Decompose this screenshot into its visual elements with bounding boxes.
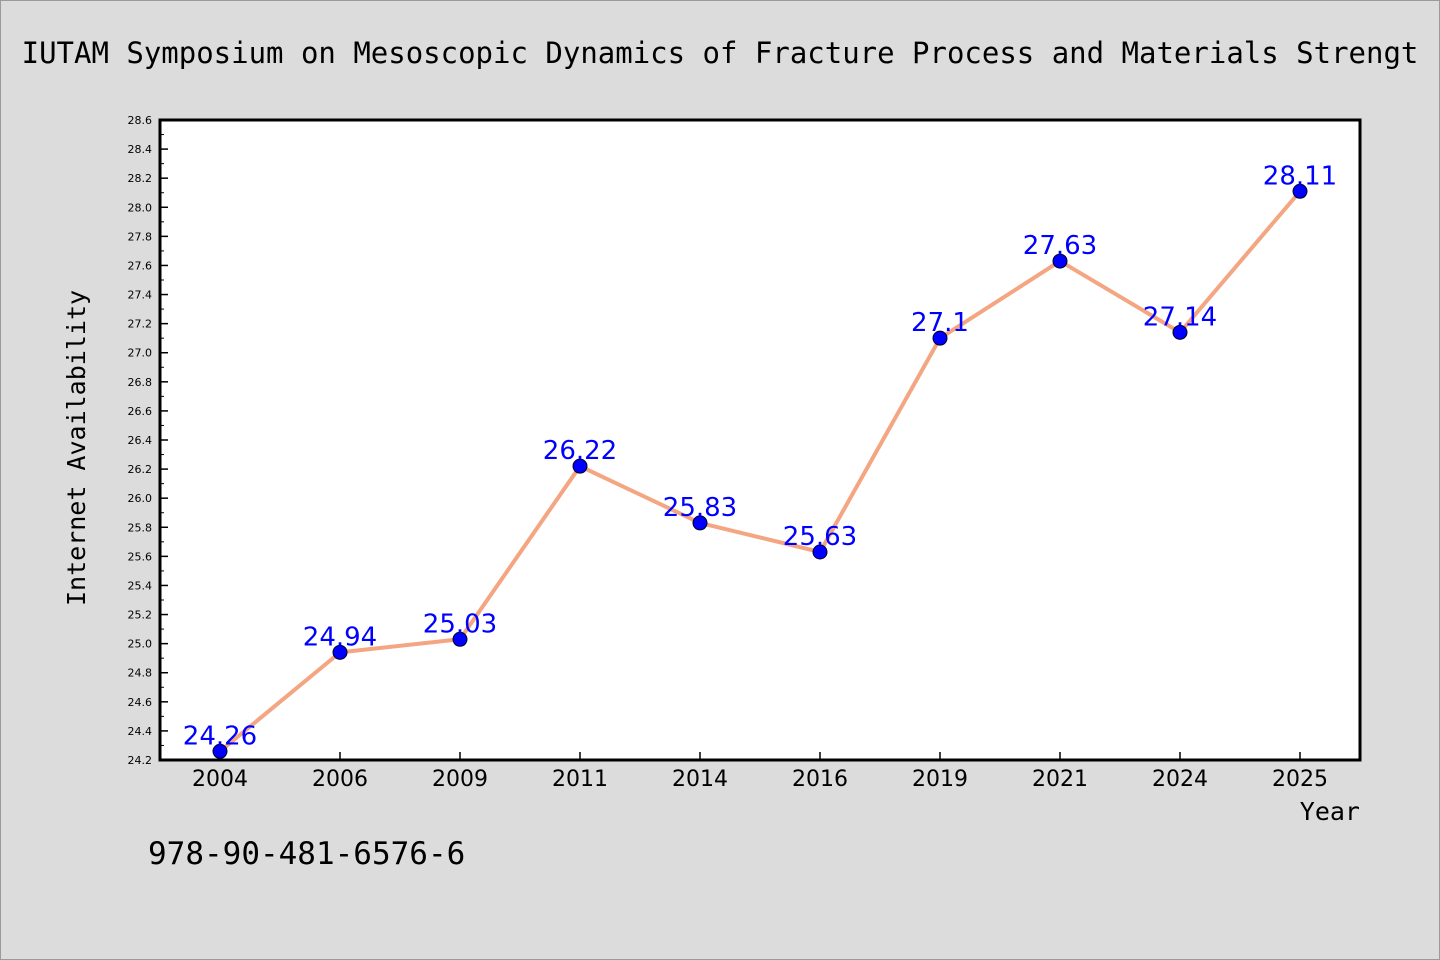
y-tick-label: 24.4 xyxy=(128,725,153,738)
y-tick-label: 25.4 xyxy=(128,579,153,592)
data-point xyxy=(1172,324,1188,340)
data-point xyxy=(932,330,948,346)
y-tick-label: 26.2 xyxy=(128,463,153,476)
x-tick-label: 2019 xyxy=(912,767,968,792)
data-point xyxy=(692,515,708,531)
y-tick-label: 27.2 xyxy=(128,318,153,331)
x-tick-label: 2009 xyxy=(432,767,488,792)
data-label: 25.03 xyxy=(423,609,497,639)
data-point xyxy=(332,644,348,660)
y-tick-label: 26.6 xyxy=(128,405,153,418)
x-tick-label: 2006 xyxy=(312,767,368,792)
data-label: 24.94 xyxy=(303,622,377,652)
y-tick-label: 24.8 xyxy=(128,667,153,680)
plot-area xyxy=(158,118,1362,762)
y-tick-label: 28.4 xyxy=(128,143,153,156)
y-tick-label: 24.2 xyxy=(128,754,153,767)
data-label: 25.63 xyxy=(783,522,857,552)
data-point xyxy=(452,631,468,647)
y-tick-label: 26.4 xyxy=(128,434,153,447)
data-label: 27.63 xyxy=(1023,231,1097,261)
y-tick-label: 25.2 xyxy=(128,609,153,622)
x-tick-label: 2021 xyxy=(1032,767,1088,792)
series-line xyxy=(218,189,1302,753)
data-point xyxy=(212,743,228,759)
y-tick-label: 25.6 xyxy=(128,550,153,563)
y-tick-label: 26.0 xyxy=(128,492,153,505)
data-label: 26.22 xyxy=(543,436,617,466)
data-point xyxy=(1292,183,1308,199)
y-tick-label: 27.0 xyxy=(128,347,153,360)
data-label: 24.26 xyxy=(183,721,257,751)
x-tick-label: 2016 xyxy=(792,767,848,792)
data-label: 27.14 xyxy=(1143,302,1217,332)
y-tick-label: 25.0 xyxy=(128,638,153,651)
y-tick-label: 27.8 xyxy=(128,230,153,243)
x-axis-ticks: 2004 2006 2009 2011 2014 2016 2019 2021 2024 2025 xyxy=(192,752,1328,792)
y-tick-label: 25.8 xyxy=(128,521,153,534)
y-tick-label: 28.0 xyxy=(128,201,153,214)
data-label: 27.1 xyxy=(911,308,969,338)
data-point xyxy=(1052,253,1068,269)
data-point xyxy=(572,458,588,474)
y-tick-label: 26.8 xyxy=(128,376,153,389)
x-tick-label: 2024 xyxy=(1152,767,1208,792)
y-tick-label: 27.4 xyxy=(128,289,153,302)
x-tick-label: 2004 xyxy=(192,767,248,792)
x-tick-label: 2014 xyxy=(672,767,728,792)
data-label: 25.83 xyxy=(663,493,737,523)
y-tick-label: 28.6 xyxy=(128,114,153,127)
y-axis-ticks: 24.2 24.4 24.6 24.8 25.0 25.2 25.4 25.6 25.8 26.0… xyxy=(128,114,168,767)
x-axis-label: Year xyxy=(1300,797,1360,826)
x-tick-label: 2011 xyxy=(552,767,608,792)
series-line-group: 24.26 24.94 25.03 26.22 25.83 25.63 27.1 27.63 2… xyxy=(183,161,1337,759)
data-point xyxy=(812,544,828,560)
isbn-annotation: 978-90-481-6576-6 xyxy=(148,836,465,872)
data-label: 28.11 xyxy=(1263,161,1337,191)
x-tick-label: 2025 xyxy=(1272,767,1328,792)
y-tick-label: 27.6 xyxy=(128,259,153,272)
chart-title: IUTAM Symposium on Mesoscopic Dynamics o… xyxy=(22,36,1419,70)
y-tick-label: 24.6 xyxy=(128,696,153,709)
y-axis-label: Internet Availability xyxy=(62,290,91,606)
y-tick-label: 28.2 xyxy=(128,172,153,185)
